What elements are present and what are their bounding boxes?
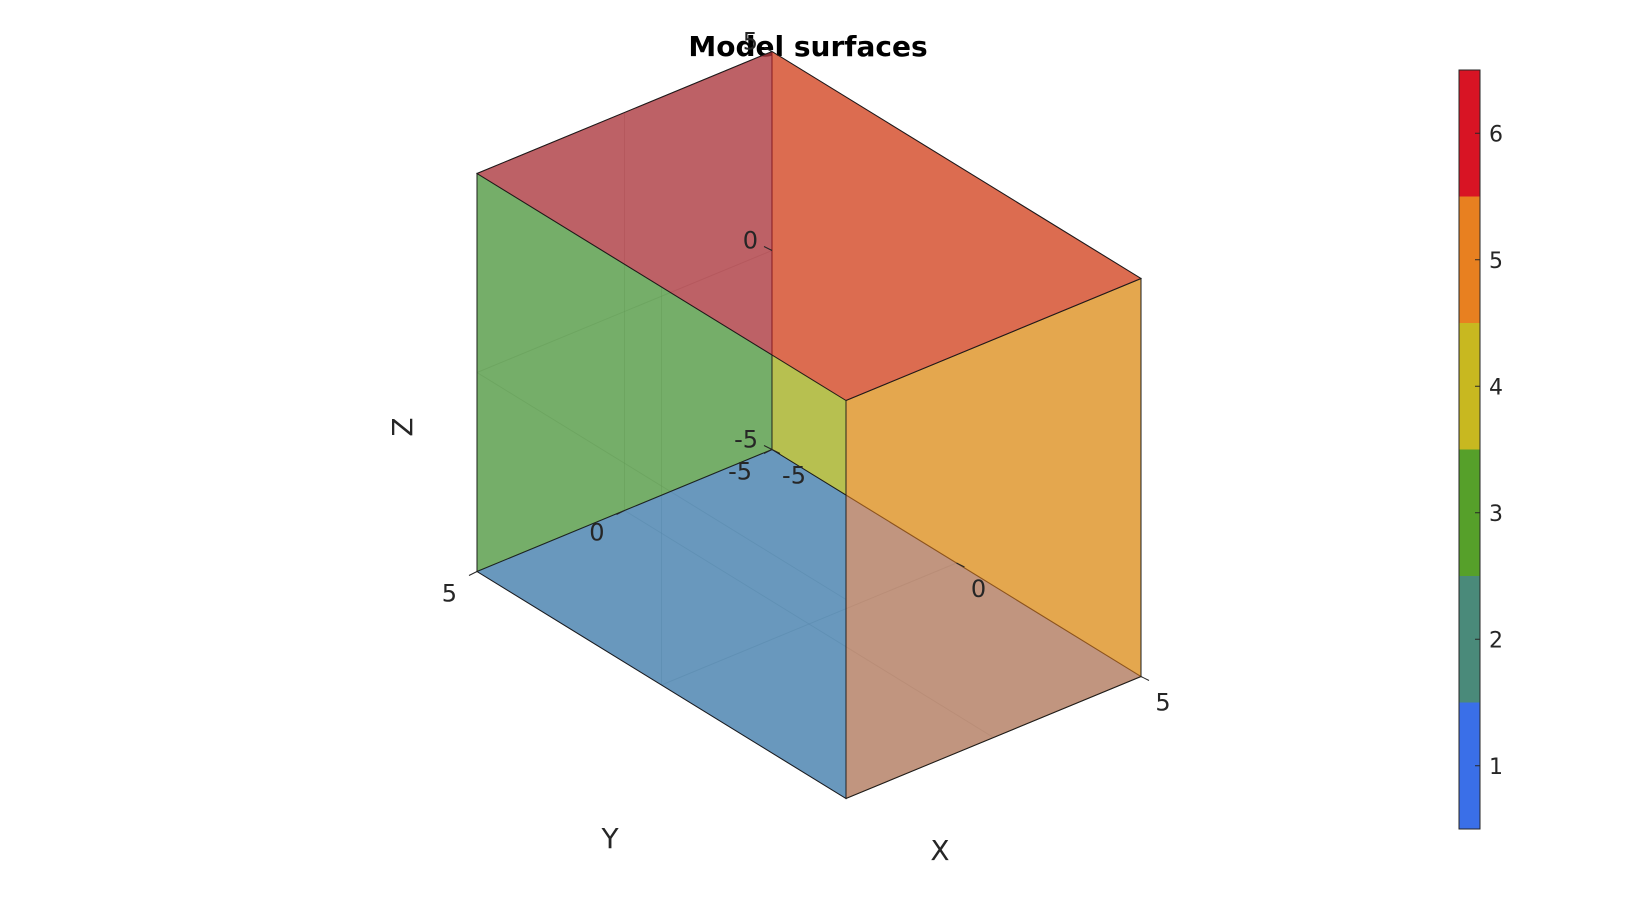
colorbar-frame xyxy=(1458,69,1481,830)
z-tick-mark-1 xyxy=(763,246,773,251)
y-tick-label-1: 0 xyxy=(589,519,604,547)
y-tick-label-0: -5 xyxy=(728,458,752,486)
x-tick-mark-0 xyxy=(771,449,781,454)
x-axis-label: X xyxy=(930,834,949,867)
colorbar-tick-label-2: 3 xyxy=(1489,502,1503,527)
y-tick-label-2: 5 xyxy=(442,580,457,608)
y-axis-label: Y xyxy=(600,822,619,855)
colorbar-segment-4 xyxy=(1459,323,1480,450)
colorbar-segment-3 xyxy=(1459,449,1480,576)
colorbar: 1 2 3 4 5 6 xyxy=(1458,69,1503,830)
z-tick-label-1: 0 xyxy=(743,227,758,255)
colorbar-segment-5 xyxy=(1459,196,1480,323)
axes: -5 0 5 -5 0 5 -5 0 5 xyxy=(442,28,1171,717)
z-tick-label-0: -5 xyxy=(734,426,758,454)
colorbar-tick-label-3: 4 xyxy=(1489,375,1503,400)
colorbar-segment-2 xyxy=(1459,576,1480,703)
colorbar-segment-6 xyxy=(1459,70,1480,197)
colorbar-tick-label-0: 1 xyxy=(1489,755,1503,780)
x-tick-label-0: -5 xyxy=(782,462,806,490)
colorbar-tick-label-1: 2 xyxy=(1489,628,1503,653)
model-surfaces-cube xyxy=(475,50,1143,800)
chart-title: Model surfaces xyxy=(688,30,927,63)
y-tick-mark-1 xyxy=(616,510,625,515)
z-tick-label-2: 5 xyxy=(743,28,758,56)
colorbar-tick-label-5: 6 xyxy=(1489,122,1503,147)
surface-6 xyxy=(475,50,1143,402)
y-tick-mark-2 xyxy=(468,571,478,576)
z-axis-label: Z xyxy=(386,417,419,436)
z-tick-mark-2 xyxy=(763,47,773,52)
colorbar-tick-label-4: 5 xyxy=(1489,249,1503,274)
x-tick-mark-1 xyxy=(956,562,965,568)
x-tick-label-1: 0 xyxy=(971,575,986,603)
colorbar-segment-1 xyxy=(1459,702,1480,829)
x-tick-mark-2 xyxy=(1140,676,1150,681)
z-tick-mark-0 xyxy=(763,445,773,450)
x-tick-label-2: 5 xyxy=(1155,689,1170,717)
y-tick-mark-0 xyxy=(763,449,773,454)
